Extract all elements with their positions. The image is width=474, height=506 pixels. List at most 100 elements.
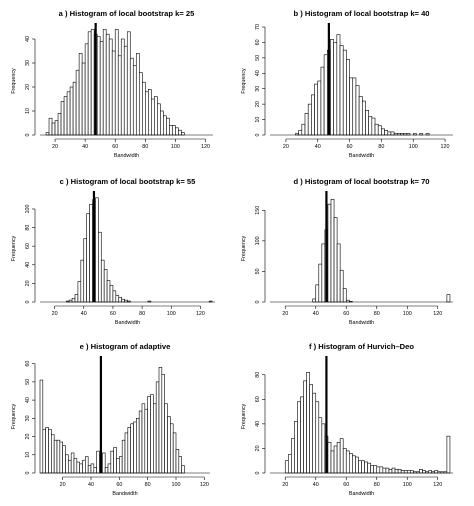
- panel-a: a ) Histogram of local bootstrap k= 25 20…: [11, 9, 213, 159]
- panel-f-bar: [409, 470, 414, 474]
- panel-e-y-tick-label: 30: [25, 415, 31, 421]
- panel-a-y-tick-label: 0: [25, 134, 31, 137]
- panel-d-x-tick-label: 80: [374, 311, 380, 317]
- panel-b-x-label: Bandwidth: [349, 153, 374, 159]
- panel-b-bar: [298, 130, 303, 136]
- panel-a-bar: [51, 122, 56, 136]
- panel-c-bar: [106, 280, 111, 303]
- panel-f-bar: [400, 470, 405, 474]
- panel-a-bar: [163, 115, 167, 136]
- panel-e-bar: [87, 465, 92, 474]
- panel-f-x-tick-label: 60: [343, 482, 349, 488]
- panel-b-x-tick-label: 120: [441, 144, 450, 150]
- panel-b-bar: [323, 54, 328, 136]
- panel-b-bar: [352, 77, 357, 136]
- panel-b-bar: [301, 123, 306, 136]
- panel-b-x-tick-label: 40: [315, 144, 321, 150]
- panel-f-bar: [318, 417, 323, 474]
- panel-f-x-tick-label: 40: [313, 482, 319, 488]
- panel-e-x-tick-label: 100: [172, 482, 181, 488]
- panel-f-y-tick-label: 60: [255, 396, 261, 402]
- panel-a-bar: [142, 81, 146, 136]
- panel-a-bar: [54, 120, 59, 136]
- panel-b-bar: [365, 110, 369, 136]
- panel-f-bar: [339, 438, 344, 474]
- panel-a-bar: [57, 113, 62, 136]
- panel-a-title: a ) Histogram of local bootstrap k= 25: [59, 9, 195, 18]
- panel-a-bar: [45, 132, 50, 136]
- panel-f-y-tick-label: 80: [255, 372, 261, 378]
- panel-f-bar: [291, 438, 295, 474]
- panel-e-bar: [141, 403, 146, 474]
- panel-a-y-label: Frequency: [11, 68, 17, 94]
- panel-e-y-label: Frequency: [11, 403, 17, 429]
- panel-d-bar: [330, 198, 335, 303]
- panel-d-x-tick-label: 100: [403, 311, 412, 317]
- panel-d-bar: [342, 288, 347, 303]
- panel-c-y-tick-label: 0: [25, 301, 31, 304]
- panel-f-bar: [382, 467, 387, 474]
- panel-a-bar: [126, 31, 131, 136]
- panel-c-y-tick-label: 40: [25, 262, 31, 268]
- panel-f-bar: [373, 465, 378, 474]
- panel-c: c ) Histogram of local bootstrap k= 55 20…: [11, 177, 215, 326]
- panel-b-bar: [371, 117, 376, 136]
- panel-c-title: c ) Histogram of local bootstrap k= 55: [60, 177, 196, 186]
- panel-f-bar: [309, 384, 313, 474]
- panel-b-bar: [333, 42, 338, 136]
- panel-a-bar: [72, 81, 77, 136]
- panel-d-x-tick-label: 20: [282, 311, 288, 317]
- panel-e-bar: [144, 408, 148, 474]
- panel-b-bar: [355, 85, 360, 136]
- panel-f-x-label: Bandwidth: [349, 491, 374, 497]
- panel-e-bar: [48, 428, 52, 474]
- panel-c-x-tick-label: 120: [196, 311, 205, 317]
- panel-f-bar: [294, 421, 298, 474]
- panel-c-bar: [115, 295, 120, 303]
- panel-e-bar: [70, 452, 75, 474]
- panel-a-bar: [99, 41, 104, 136]
- panel-e-y-tick-label: 10: [25, 452, 31, 458]
- panel-f-bar: [358, 460, 362, 474]
- panel-f-bar: [419, 469, 423, 474]
- panel-e-x-tick-label: 20: [60, 482, 66, 488]
- panel-c-bar: [109, 284, 114, 303]
- panel-f-bar: [361, 460, 365, 474]
- panel-f-bar: [364, 461, 368, 474]
- panel-e-bar: [119, 456, 123, 474]
- panel-b-y-tick-label: 40: [255, 70, 261, 76]
- panel-e-bar: [73, 458, 78, 474]
- panel-e-bar: [136, 418, 140, 474]
- panel-a-x-tick-label: 60: [112, 144, 118, 150]
- panel-d-y-tick-label: 100: [255, 236, 261, 245]
- panel-d-bar: [318, 263, 323, 303]
- panel-a-bar: [111, 50, 116, 136]
- panel-b-bar: [390, 131, 395, 136]
- panel-f-x-tick-label: 80: [374, 482, 380, 488]
- panel-d-bar: [321, 243, 326, 303]
- panel-f-bar: [370, 465, 374, 474]
- panel-e-x-tick-label: 120: [200, 482, 209, 488]
- panel-f-bar: [306, 371, 310, 474]
- panel-b: b ) Histogram of local bootstrap k= 40 20…: [241, 9, 453, 159]
- panel-e-bar: [76, 461, 80, 474]
- panel-f-y-tick-label: 40: [255, 421, 261, 427]
- panel-d-x-tick-label: 60: [343, 311, 349, 317]
- panel-a-x-tick-label: 40: [82, 144, 88, 150]
- panel-a-bar: [108, 38, 113, 136]
- panel-a-y-tick-label: 10: [25, 108, 31, 114]
- panel-a-bar: [117, 55, 122, 136]
- panel-f-y-label: Frequency: [241, 403, 247, 429]
- panel-e-bar: [170, 423, 174, 474]
- panel-a-bar: [78, 53, 83, 136]
- panel-e-bar: [150, 394, 154, 474]
- panel-b-bar: [368, 116, 373, 136]
- panel-b-y-tick-label: 30: [255, 86, 261, 92]
- panel-e-x-tick-label: 40: [88, 482, 94, 488]
- panel-b-x-tick-label: 20: [283, 144, 289, 150]
- panel-a-bar: [157, 103, 161, 136]
- panel-a-bar: [151, 98, 155, 136]
- panel-b-bar: [387, 131, 392, 136]
- panel-d-bar: [312, 298, 317, 303]
